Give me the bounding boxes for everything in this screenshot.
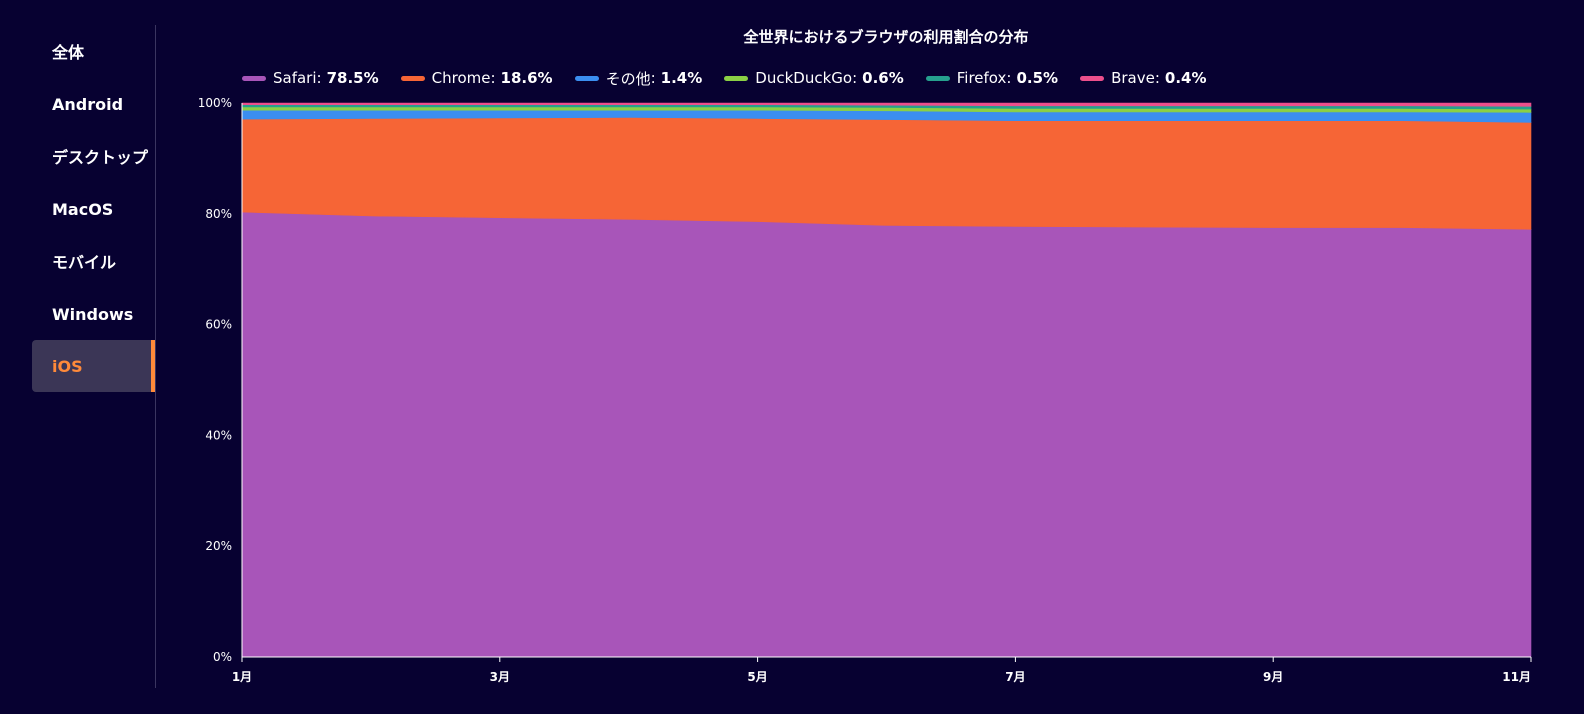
legend-label: Firefox	[956, 69, 1007, 87]
sidebar-item-label: Android	[52, 94, 124, 114]
area-series-chrome[interactable]	[241, 117, 1532, 230]
sidebar-item-windows[interactable]: Windows	[32, 288, 156, 340]
legend-swatch	[925, 75, 950, 81]
y-tick-label: 0%	[213, 650, 232, 664]
y-tick-label: 60%	[205, 318, 232, 332]
legend-value: 0.6%	[862, 69, 904, 87]
sidebar-item-label: iOS	[52, 356, 83, 376]
legend-value: 78.5%	[326, 69, 379, 87]
legend-item-safari[interactable]: Safari: 78.5%	[242, 69, 379, 87]
legend-swatch	[1080, 75, 1105, 81]
chart-title: 全世界におけるブラウザの利用割合の分布	[743, 28, 1029, 46]
legend-value: 1.4%	[660, 69, 703, 87]
legend-swatch	[400, 75, 425, 81]
sidebar-item-label: MacOS	[52, 199, 114, 219]
legend-item-chrome[interactable]: Chrome: 18.6%	[400, 69, 553, 87]
legend-value: 18.6%	[500, 69, 553, 87]
area-series-brave[interactable]	[241, 102, 1532, 107]
legend-label: Safari	[273, 69, 317, 87]
x-tick-label: 11月	[1502, 670, 1531, 684]
y-tick-label: 80%	[205, 207, 232, 221]
legend-label: Brave	[1111, 69, 1155, 87]
sidebar-item-ios[interactable]: iOS	[32, 340, 156, 392]
y-tick-label: 40%	[205, 428, 232, 442]
y-tick-label: 100%	[198, 96, 232, 110]
chart-legend: Safari: 78.5% Chrome: 18.6% その他: 1.4% Du…	[242, 66, 1229, 90]
legend-value: 0.5%	[1016, 69, 1059, 87]
area-series-safari[interactable]	[241, 211, 1532, 658]
x-tick-label: 5月	[747, 670, 767, 684]
legend-item-brave[interactable]: Brave: 0.4%	[1080, 69, 1207, 87]
sidebar-item-label: デスクトップ	[52, 148, 149, 167]
sidebar-item-desktop[interactable]: デスクトップ	[32, 130, 156, 182]
legend-label: その他	[605, 69, 651, 88]
x-tick-label: 9月	[1263, 670, 1283, 684]
legend-item-other[interactable]: その他: 1.4%	[574, 68, 703, 89]
legend-swatch	[574, 75, 599, 81]
sidebar-item-all[interactable]: 全体	[32, 25, 156, 77]
legend-label: DuckDuckGo	[755, 69, 853, 87]
legend-value: 0.4%	[1164, 69, 1207, 87]
legend-item-duckduckgo[interactable]: DuckDuckGo: 0.6%	[724, 69, 904, 87]
legend-swatch	[724, 75, 749, 81]
sidebar-item-label: Windows	[52, 304, 134, 324]
legend-swatch	[242, 75, 266, 81]
sidebar-item-mobile[interactable]: モバイル	[32, 235, 156, 287]
sidebar: 全体 Android デスクトップ MacOS モバイル Windows iOS	[0, 0, 156, 714]
y-tick-label: 20%	[205, 539, 232, 553]
sidebar-item-label: モバイル	[52, 253, 117, 272]
sidebar-item-android[interactable]: Android	[32, 78, 156, 130]
x-tick-label: 1月	[232, 670, 252, 684]
legend-item-firefox[interactable]: Firefox: 0.5%	[925, 69, 1059, 87]
x-tick-label: 3月	[490, 670, 510, 684]
legend-label: Chrome	[431, 69, 491, 87]
sidebar-item-macos[interactable]: MacOS	[32, 183, 156, 235]
sidebar-item-label: 全体	[52, 43, 85, 62]
sidebar-divider	[155, 25, 156, 688]
x-tick-label: 7月	[1005, 670, 1025, 684]
